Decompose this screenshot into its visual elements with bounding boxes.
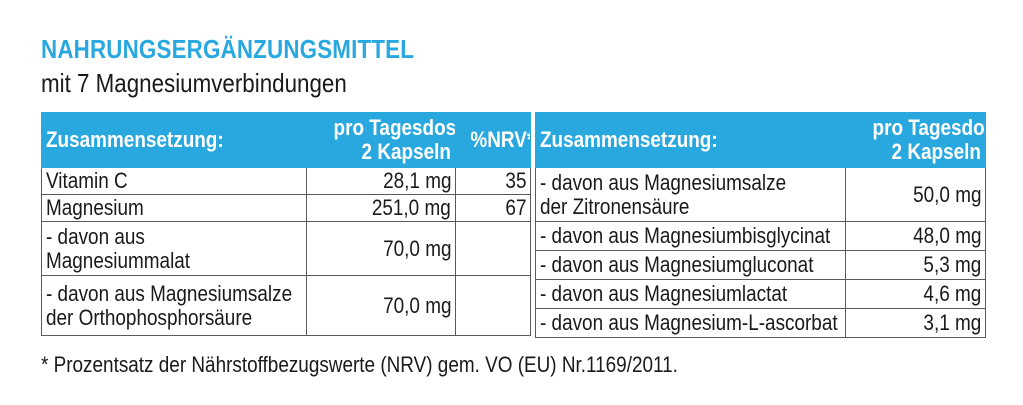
row-dose: 70,0 mg [306,221,456,276]
row-label: - davon aus Magnesiumbisglycinat [535,221,846,251]
column-header-daily-dose: pro Tagesdosis 2 Kapseln [845,112,986,168]
row-dose: 3,1 mg [845,308,986,338]
row-label: Vitamin C [41,167,307,195]
table-row: - davon aus Magnesiumgluconat 5,3 mg [535,250,986,280]
row-label: - davon aus Magnesiumsalze der Orthophos… [41,275,307,336]
composition-table-left: Zusammensetzung: pro Tagesdosis 2 Kapsel… [41,112,531,336]
row-label: - davon aus Magnesium-L-ascorbat [535,308,846,338]
page-subtitle: mit 7 Magnesiumverbindungen [41,68,347,98]
table-row: - davon aus Magnesiummalat 70,0 mg [41,221,531,276]
table-row: - davon aus Magnesiumlactat 4,6 mg [535,279,986,309]
row-nrv [455,275,531,336]
row-label: - davon aus Magnesiumsalze der Zitronens… [535,167,846,222]
row-nrv [455,221,531,276]
footnote: * Prozentsatz der Nährstoffbezugswerte (… [41,352,678,377]
composition-table-right: Zusammensetzung: pro Tagesdosis 2 Kapsel… [535,112,986,338]
row-dose: 50,0 mg [845,167,986,222]
column-header-nrv: %NRV* [455,112,531,168]
row-dose: 251,0 mg [306,194,456,222]
column-header-composition: Zusammensetzung: [41,112,307,168]
row-dose: 4,6 mg [845,279,986,309]
table-header-row: Zusammensetzung: pro Tagesdosis 2 Kapsel… [535,112,986,168]
row-dose: 28,1 mg [306,167,456,195]
table-row: - davon aus Magnesiumsalze der Orthophos… [41,275,531,336]
table-row: - davon aus Magnesium-L-ascorbat 3,1 mg [535,308,986,338]
row-label: - davon aus Magnesiumlactat [535,279,846,309]
column-header-daily-dose: pro Tagesdosis 2 Kapseln [306,112,456,168]
row-dose: 70,0 mg [306,275,456,336]
row-label: - davon aus Magnesiummalat [41,221,307,276]
table-header-row: Zusammensetzung: pro Tagesdosis 2 Kapsel… [41,112,531,168]
row-nrv: 35 [455,167,531,195]
row-label: Magnesium [41,194,307,222]
row-dose: 5,3 mg [845,250,986,280]
row-dose: 48,0 mg [845,221,986,251]
row-label: - davon aus Magnesiumgluconat [535,250,846,280]
page-title: NAHRUNGSERGÄNZUNGSMITTEL [41,34,415,64]
table-row: - davon aus Magnesiumbisglycinat 48,0 mg [535,221,986,251]
table-row: Vitamin C 28,1 mg 35 [41,167,531,195]
column-header-composition: Zusammensetzung: [535,112,846,168]
table-row: Magnesium 251,0 mg 67 [41,194,531,222]
table-row: - davon aus Magnesiumsalze der Zitronens… [535,167,986,222]
row-nrv: 67 [455,194,531,222]
